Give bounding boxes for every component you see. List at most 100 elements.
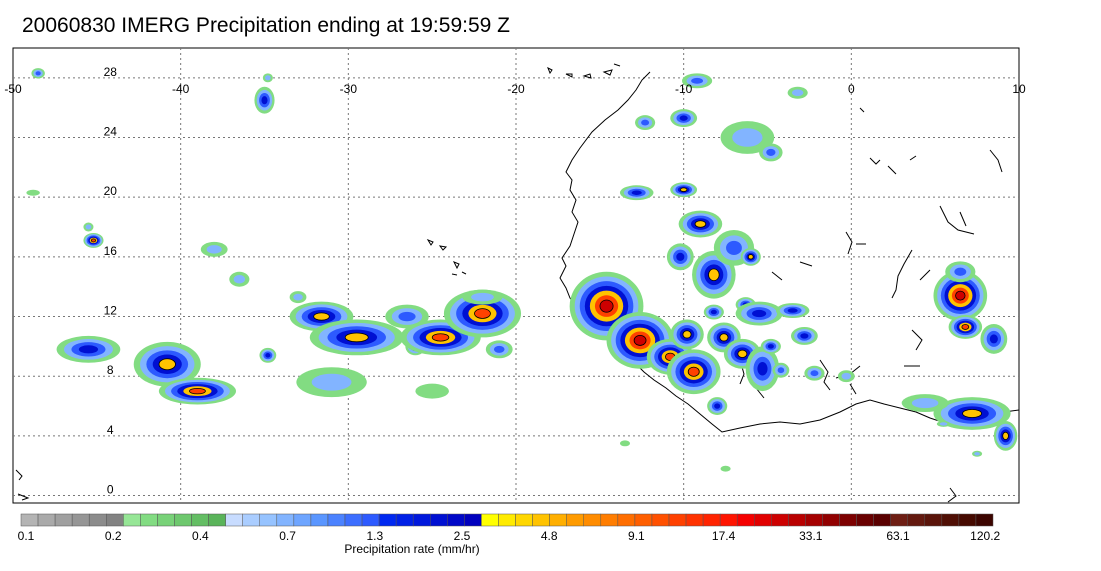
colorbar-tick-label: 0.2 [104,529,122,543]
precip-cell [703,304,724,320]
colorbar-swatch [37,513,56,527]
colorbar-tick-label: 2.5 [453,529,471,543]
colorbar-tick-label: 120.2 [970,529,1001,543]
precip-cell [772,362,790,378]
lat-tick-label: 28 [104,65,118,79]
colorbar-swatch [447,513,465,527]
precip-cell [670,109,698,128]
colorbar-swatch [191,513,209,527]
lat-tick-label: 0 [107,483,114,497]
colorbar-swatch [327,513,346,527]
colorbar-swatch [71,513,90,527]
precip-cell [972,450,983,457]
lat-tick-label: 20 [104,184,118,198]
precip-cell [415,383,449,399]
colorbar-swatch [907,513,926,527]
colorbar-title: Precipitation rate (mm/hr) [344,542,480,556]
precip-cell [678,210,723,238]
colorbar-swatch [941,513,960,527]
colorbar-swatch [310,513,329,527]
colorbar-swatch [225,513,243,527]
colorbar-swatch [344,513,363,527]
precip-cell [760,338,781,354]
colorbar-tick-label: 17.4 [711,529,736,543]
precip-cell [804,365,825,381]
colorbar-swatch [515,513,533,527]
map-title: 20060830 IMERG Precipitation ending at 1… [22,14,510,37]
precip-cell [670,182,698,198]
colorbar-swatch [719,513,738,527]
precip-cell [936,420,951,427]
precip-cell [254,86,275,114]
colorbar-swatch [685,513,704,527]
lat-tick-label: 16 [104,244,118,258]
colorbar-swatch [754,513,772,527]
precip-cell [670,319,704,350]
lat-tick-label: 24 [104,125,118,139]
precip-cell [837,370,855,383]
precip-cell [229,271,250,287]
precip-cell [26,189,40,196]
precip-cell [619,185,654,201]
colorbar-swatch [549,513,567,527]
colorbar-swatch [958,513,977,527]
colorbar-swatch [395,513,414,527]
colorbar-swatch [873,513,891,527]
precip-cell [443,289,522,338]
colorbar-swatch [157,513,175,527]
colorbar-tick-label: 9.1 [628,529,645,543]
precip-cell [933,270,988,321]
colorbar-swatch [890,513,908,527]
colorbar [20,513,994,527]
precip-cell [309,319,404,356]
precip-cell [993,420,1018,451]
precip-cell [933,397,1011,430]
colorbar-tick-label: 0.7 [279,529,296,543]
precip-cell [635,115,656,131]
colorbar-swatch [140,513,158,527]
colorbar-swatch [788,513,806,527]
precip-cell [31,68,45,79]
colorbar-tick-label: 33.1 [799,529,823,543]
precip-cell [666,349,721,395]
colorbar-swatch [600,513,619,527]
colorbar-swatch [481,513,499,527]
precip-cell [707,397,728,415]
colorbar-swatch [822,513,840,527]
precip-cell [259,347,277,363]
precip-cell [681,73,713,89]
colorbar-swatch [668,513,687,527]
colorbar-swatch [276,513,295,527]
precip-cell [56,335,121,363]
precip-cell [485,340,513,359]
islands [15,63,621,501]
lon-tick-label: 10 [1012,82,1026,96]
precip-cell [787,86,808,99]
colorbar-tick-label: 0.4 [192,529,209,543]
precip-cell [296,367,367,398]
precip-cell [289,291,307,304]
precip-cell [200,241,228,257]
precip-cell [619,440,631,447]
lon-tick-label: -20 [507,82,525,96]
lat-tick-label: 4 [107,423,114,437]
lon-tick-label: 0 [848,82,855,96]
precip-cell [775,303,810,319]
precip-cell [980,323,1008,354]
colorbar-swatch [975,513,994,527]
colorbar-tick-label: 4.8 [540,529,558,543]
precipitation-layer [26,68,1018,472]
colorbar-swatch [361,513,380,527]
colorbar-swatch [208,513,226,527]
colorbar-swatch [412,513,431,527]
colorbar-swatch [839,513,857,527]
colorbar-swatch [242,513,260,527]
precip-cell [83,232,104,248]
colorbar-swatch [634,513,653,527]
precip-cell [83,222,94,232]
precip-cell [745,346,780,392]
precip-cell [158,377,236,405]
colorbar-swatch [174,513,192,527]
colorbar-swatch [736,513,755,527]
lat-tick-label: 12 [104,304,118,318]
